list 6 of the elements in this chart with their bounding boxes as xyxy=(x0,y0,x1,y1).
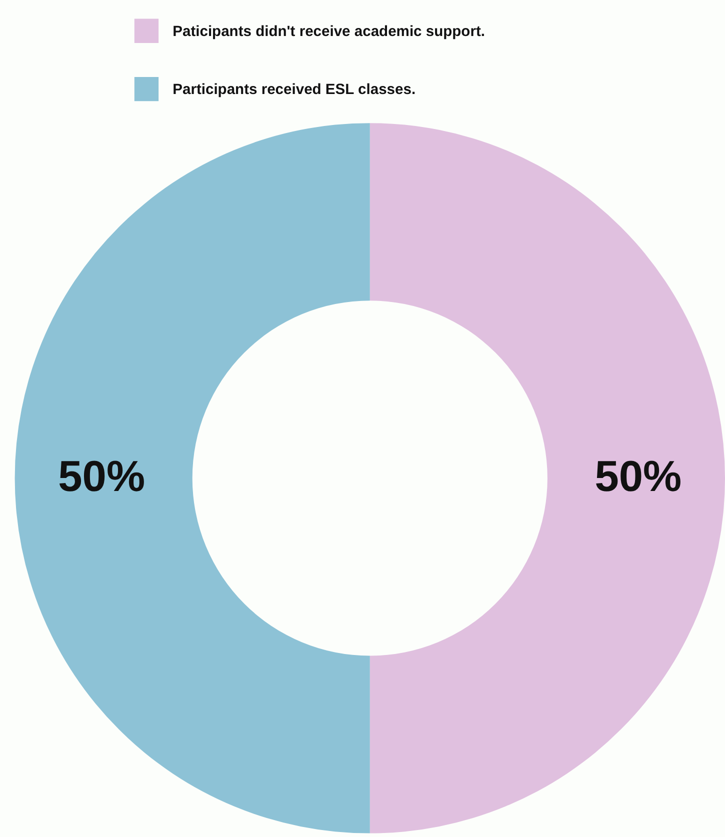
legend-label: Paticipants didn't receive academic support. xyxy=(172,24,486,40)
donut-slice xyxy=(15,123,370,834)
data-label: 50% xyxy=(594,453,682,502)
donut-slice xyxy=(370,123,724,834)
legend-label: Participants received ESL classes. xyxy=(172,82,416,98)
data-label: 50% xyxy=(58,453,146,502)
